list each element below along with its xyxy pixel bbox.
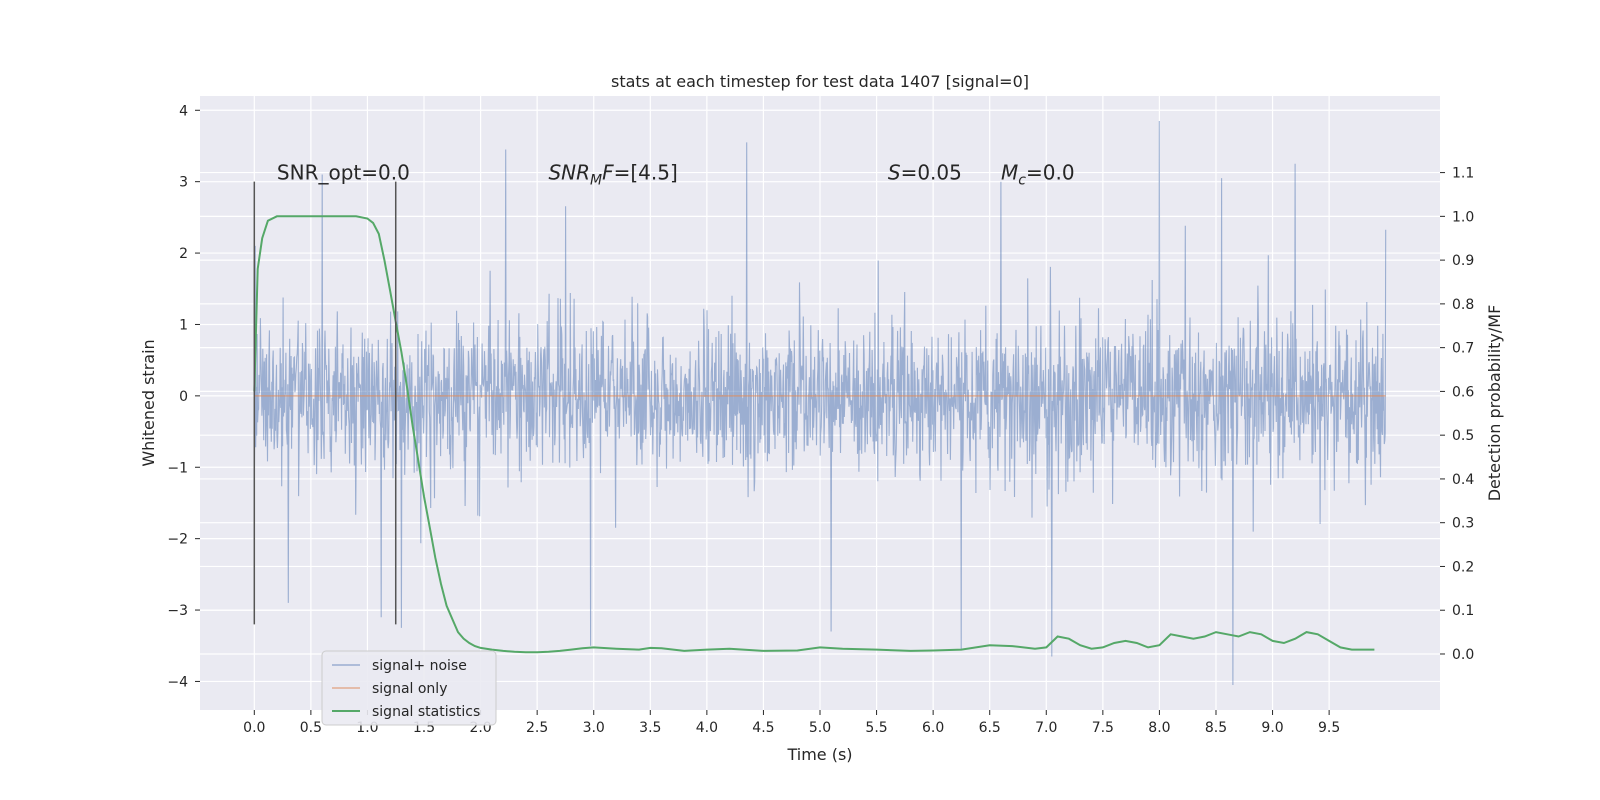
y-tick-label: 0 <box>179 389 188 405</box>
x-tick-label: 3.0 <box>583 720 605 736</box>
x-tick-label: 0.5 <box>300 720 322 736</box>
vertical-markers <box>253 181 397 625</box>
y-axis-label: Whitened strain <box>139 339 158 466</box>
y-tick-label: −3 <box>167 603 188 619</box>
y-tick-label: 3 <box>179 175 188 191</box>
y2-tick-label: 0.0 <box>1452 647 1474 663</box>
x-tick-label: 9.0 <box>1261 720 1283 736</box>
y2-tick-label: 0.2 <box>1452 559 1474 575</box>
x-tick-label: 7.0 <box>1035 720 1057 736</box>
x-tick-label: 5.0 <box>809 720 831 736</box>
series-signal-noise <box>253 120 1387 686</box>
annotation: S=0.05 <box>888 161 962 185</box>
series-layer <box>253 120 1387 686</box>
x-tick-label: 2.5 <box>526 720 548 736</box>
y2-tick-label: 0.1 <box>1452 603 1474 619</box>
y-tick-label: −2 <box>167 532 188 548</box>
y-tick-label: 4 <box>179 103 188 119</box>
y2-tick-label: 1.1 <box>1452 166 1474 182</box>
x-tick-label: 9.5 <box>1318 720 1340 736</box>
x-tick-label: 5.5 <box>865 720 887 736</box>
x-tick-label: 4.0 <box>696 720 718 736</box>
annotation: SNRMF=[4.5] <box>548 161 677 189</box>
x-tick-label: 6.0 <box>922 720 944 736</box>
x-axis-label: Time (s) <box>786 745 852 764</box>
y-tick-label: −1 <box>167 460 188 476</box>
y2-tick-label: 0.4 <box>1452 472 1474 488</box>
x-tick-label: 8.5 <box>1205 720 1227 736</box>
y-tick-label: 2 <box>179 246 188 262</box>
y-tick-label: 1 <box>179 317 188 333</box>
tick-labels: 0.0 0.5 1.0 1.5 2.0 2.5 3.0 3.5 4.0 4.5 5.0 5.5 6.0 6… <box>167 103 1474 736</box>
legend-label: signal statistics <box>372 704 480 720</box>
y2-axis-label: Detection probability/MF <box>1485 305 1504 502</box>
chart-title: stats at each timestep for test data 140… <box>611 72 1029 91</box>
y2-tick-label: 0.8 <box>1452 297 1474 313</box>
legend-box <box>321 650 497 726</box>
series-signal-statistics <box>253 215 1375 654</box>
y2-tick-label: 0.3 <box>1452 516 1474 532</box>
annotations: SNR_opt=0.0 SNRMF=[4.5] S=0.05 Mc=0.0 <box>277 161 1075 189</box>
x-tick-label: 6.5 <box>979 720 1001 736</box>
y2-tick-label: 1.0 <box>1452 209 1474 225</box>
y2-tick-label: 0.5 <box>1452 428 1474 444</box>
annotation: Mc=0.0 <box>1001 161 1075 189</box>
y2-tick-label: 0.7 <box>1452 341 1474 357</box>
y2-tick-label: 0.6 <box>1452 384 1474 400</box>
x-tick-label: 3.5 <box>639 720 661 736</box>
legend-label: signal only <box>372 681 447 697</box>
legend: signal+ noise signal only signal statistic… <box>321 650 497 726</box>
legend-label: signal+ noise <box>372 658 467 674</box>
x-tick-label: 8.0 <box>1148 720 1170 736</box>
x-tick-label: 4.5 <box>752 720 774 736</box>
y2-tick-label: 0.9 <box>1452 253 1474 269</box>
annotation: SNR_opt=0.0 <box>277 161 410 185</box>
x-tick-label: 7.5 <box>1092 720 1114 736</box>
y-tick-label: −4 <box>167 674 188 690</box>
x-tick-label: 0.0 <box>243 720 265 736</box>
